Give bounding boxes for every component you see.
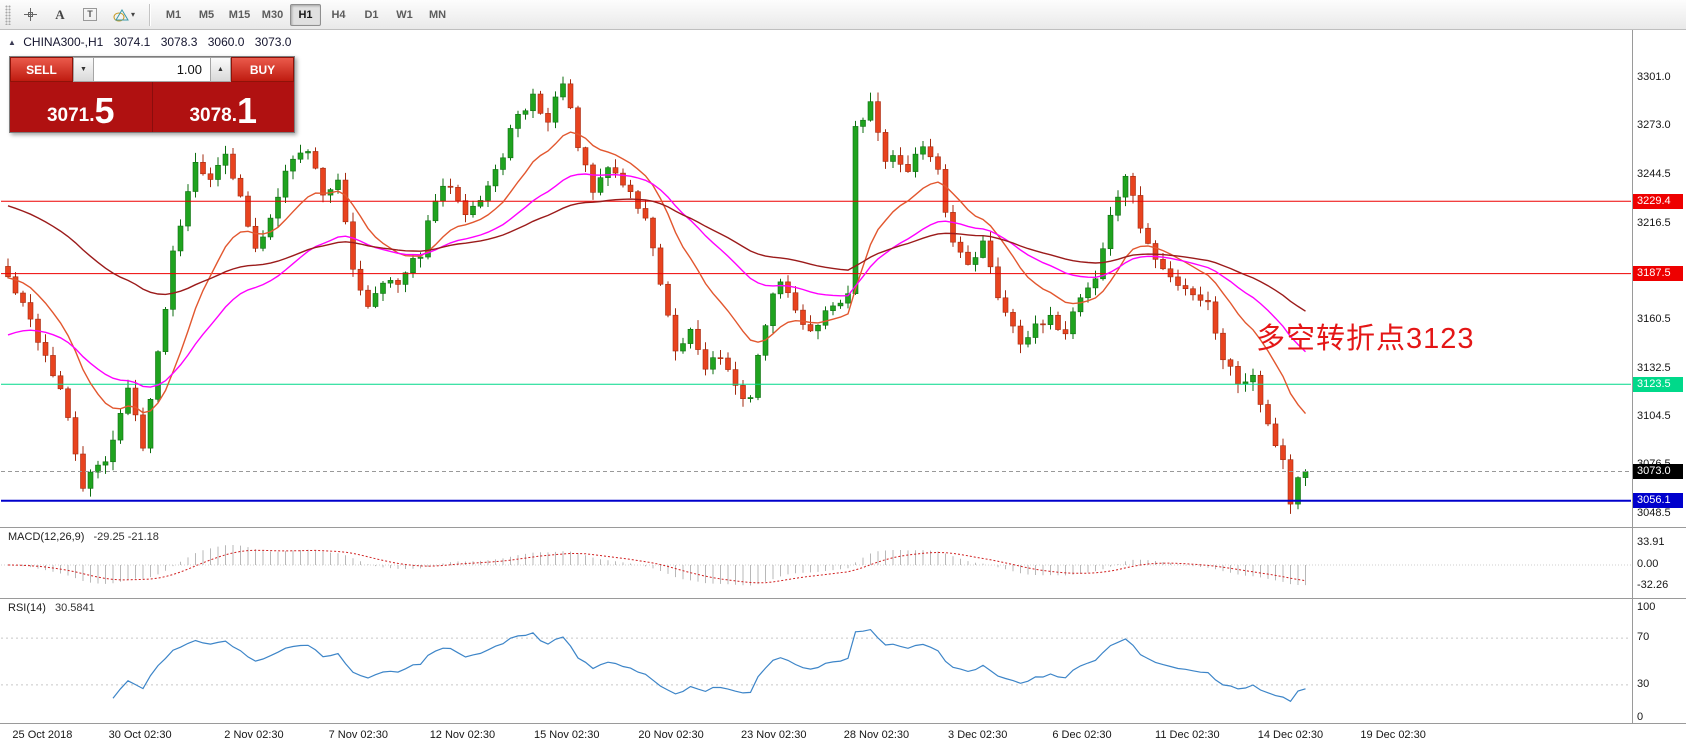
- chevron-down-icon: ▾: [130, 10, 135, 19]
- macd-scale-label: 0.00: [1637, 558, 1659, 570]
- text-label-icon: T: [83, 8, 97, 21]
- time-axis-label: 11 Dec 02:30: [1155, 729, 1220, 741]
- price-scale-label: 3301.0: [1637, 70, 1671, 83]
- price-scale-label: 3244.5: [1637, 168, 1671, 181]
- timeframe-button-h1[interactable]: H1: [290, 3, 321, 26]
- chevron-up-icon: ▲: [217, 66, 224, 73]
- timeframe-button-m5[interactable]: M5: [198, 8, 215, 21]
- price-scale-separator: [1632, 30, 1633, 723]
- time-axis-label: 25 Oct 2018: [12, 729, 73, 741]
- timeframe-button-d1[interactable]: D1: [364, 8, 379, 21]
- sell-price[interactable]: 3071. 5: [10, 82, 152, 132]
- time-axis-label: 30 Oct 02:30: [108, 729, 172, 741]
- price-scale-label: 3132.5: [1637, 361, 1671, 374]
- toolbar-separator: [149, 3, 151, 26]
- sell-button[interactable]: SELL: [10, 57, 73, 82]
- open-value: 3074.1: [113, 35, 151, 49]
- macd-scale-label: -32.26: [1637, 579, 1669, 592]
- macd-values: -29.25 -21.18: [93, 531, 159, 543]
- time-axis-label: 7 Nov 02:30: [328, 729, 388, 741]
- text-a-icon: A: [55, 6, 65, 22]
- rsi-scale-label: 30: [1637, 677, 1650, 690]
- price-tag-3123.5: 3123.5: [1633, 376, 1683, 392]
- price-tag-3229.4: 3229.4: [1633, 193, 1683, 209]
- rsi-pane-header: RSI(14) 30.5841: [8, 602, 95, 614]
- price-scale-label: 3273.0: [1637, 118, 1671, 131]
- price-scale-label: 3048.5: [1637, 506, 1671, 519]
- rsi-title: RSI(14): [8, 602, 46, 614]
- timeframe-button-m1[interactable]: M1: [165, 8, 182, 21]
- price-tag-3187.5: 3187.5: [1633, 266, 1683, 282]
- time-axis-label: 3 Dec 02:30: [948, 729, 1008, 741]
- price-tag-3073.0: 3073.0: [1633, 464, 1683, 480]
- timeframe-button-w1[interactable]: W1: [396, 8, 413, 21]
- macd-pane-separator[interactable]: [0, 527, 1686, 528]
- time-axis-label: 12 Nov 02:30: [429, 729, 496, 741]
- time-axis-label: 20 Nov 02:30: [638, 729, 704, 741]
- rsi-value: 30.5841: [54, 602, 95, 614]
- symbol-period-label: CHINA300-,H1: [23, 35, 104, 49]
- timeframe-group: M1 M5 M15 M30 H1 H4 D1 W1 MN: [157, 3, 454, 26]
- one-click-trading-panel: SELL ▼ ▲ BUY 3071. 5 3078. 1: [9, 56, 295, 133]
- macd-pane-header: MACD(12,26,9) -29.25 -21.18: [8, 531, 159, 543]
- rsi-pane-separator[interactable]: [0, 598, 1686, 599]
- buy-button[interactable]: BUY: [231, 57, 294, 82]
- volume-input[interactable]: [94, 57, 210, 82]
- buy-price-small: 3078.: [189, 105, 237, 126]
- time-axis-label: 23 Nov 02:30: [741, 729, 807, 741]
- time-axis-label: 15 Nov 02:30: [534, 729, 600, 741]
- macd-scale-label: 33.91: [1637, 535, 1665, 548]
- rsi-scale-label: 0: [1637, 711, 1644, 723]
- shapes-icon: [113, 8, 129, 21]
- text-tool-button[interactable]: A: [46, 2, 74, 28]
- price-scale-label: 3104.5: [1637, 410, 1671, 423]
- high-value: 3078.3: [160, 35, 198, 49]
- time-axis-label: 6 Dec 02:30: [1052, 729, 1112, 741]
- rsi-scale-label: 70: [1637, 631, 1650, 644]
- toolbar: A T ▾ M1 M5 M15 M30 H1 H4 D1 W1 MN: [0, 0, 1686, 30]
- timeframe-button-m15[interactable]: M15: [228, 8, 251, 21]
- time-axis-label: 19 Dec 02:30: [1360, 729, 1426, 741]
- chart-text-annotation[interactable]: 多空转折点3123: [1256, 323, 1475, 355]
- price-tag-3056.1: 3056.1: [1633, 493, 1683, 509]
- time-axis-separator: [0, 723, 1686, 724]
- time-axis-label: 2 Nov 02:30: [224, 729, 284, 741]
- close-value: 3073.0: [254, 35, 292, 49]
- timeframe-button-mn[interactable]: MN: [428, 8, 447, 21]
- toolbar-grip-icon[interactable]: [5, 4, 11, 25]
- time-axis-label: 14 Dec 02:30: [1257, 729, 1324, 741]
- chevron-down-icon: ▼: [80, 66, 87, 73]
- time-axis-label: 28 Nov 02:30: [843, 729, 910, 741]
- crosshair-icon: [23, 8, 37, 21]
- chart-title: ▲ CHINA300-,H1 3074.1 3078.3 3060.0 3073…: [8, 35, 291, 49]
- volume-up-button[interactable]: ▲: [210, 57, 231, 82]
- timeframe-button-h4[interactable]: H4: [331, 8, 346, 21]
- rsi-scale-label: 100: [1637, 601, 1656, 613]
- buy-price[interactable]: 3078. 1: [153, 82, 295, 132]
- buy-price-big: 1: [237, 90, 258, 132]
- price-scale-label: 3160.5: [1637, 313, 1671, 326]
- text-label-tool-button[interactable]: T: [76, 2, 104, 28]
- price-scale-label: 3216.5: [1637, 216, 1671, 229]
- low-value: 3060.0: [207, 35, 245, 49]
- price-divider: [151, 82, 153, 132]
- timeframe-button-m30[interactable]: M30: [261, 8, 284, 21]
- volume-dropdown-button[interactable]: ▼: [73, 57, 94, 82]
- sell-price-small: 3071.: [46, 105, 95, 126]
- shapes-tool-button[interactable]: ▾: [106, 2, 142, 28]
- sell-price-big: 5: [94, 90, 115, 132]
- crosshair-tool-button[interactable]: [16, 2, 44, 28]
- collapse-triangle-icon[interactable]: ▲: [8, 38, 16, 47]
- macd-title: MACD(12,26,9): [8, 531, 85, 543]
